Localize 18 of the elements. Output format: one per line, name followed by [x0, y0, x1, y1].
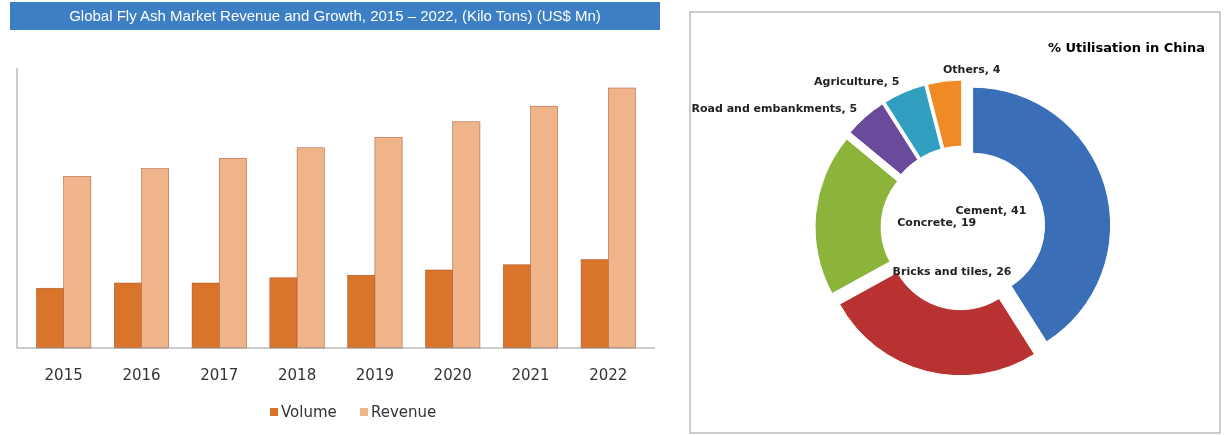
- slice-label: Concrete, 19: [897, 215, 977, 229]
- slice-label: Cement, 41: [955, 203, 1027, 217]
- slice-label: Agriculture, 5: [814, 75, 900, 89]
- x-tick-label: 2015: [44, 366, 83, 384]
- legend-label: Volume: [281, 403, 337, 421]
- x-tick-label: 2021: [511, 366, 550, 384]
- x-tick-label: 2022: [589, 366, 628, 384]
- slice-label: Others, 4: [942, 63, 1001, 77]
- chart-title: % Utilisation in China: [1047, 40, 1205, 55]
- x-tick-label: 2016: [122, 366, 161, 384]
- chart-title: Global Fly Ash Market Revenue and Growth, 2015 – 2022, (Kilo Tons) (US$ Mn): [69, 7, 601, 24]
- x-tick-label: 2019: [355, 366, 394, 384]
- x-tick-label: 2018: [278, 366, 317, 384]
- slice-label: Bricks and tiles, 26: [892, 264, 1012, 278]
- slice-label: Road and embankments, 5: [691, 101, 858, 115]
- legend-label: Revenue: [371, 403, 437, 421]
- x-tick-label: 2017: [200, 366, 239, 384]
- x-tick-label: 2020: [433, 366, 472, 384]
